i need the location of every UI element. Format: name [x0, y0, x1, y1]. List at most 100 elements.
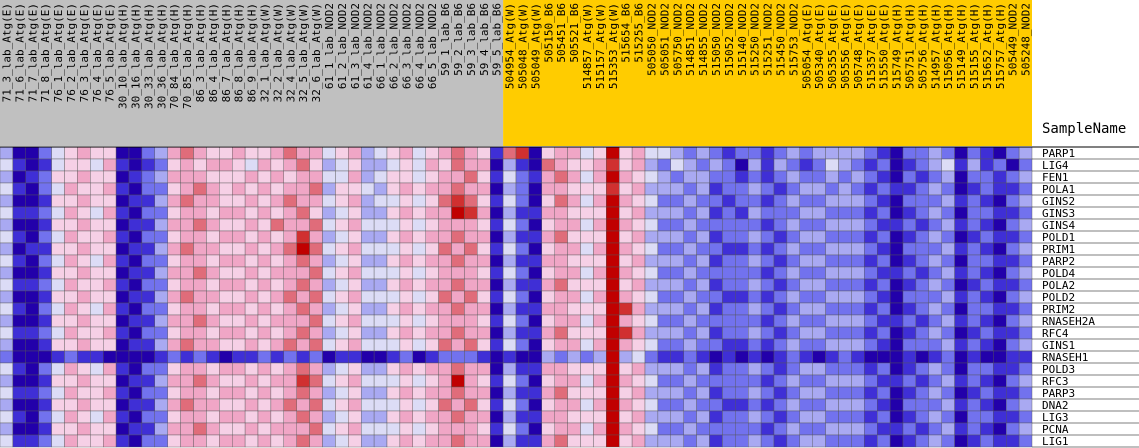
- heatmap-cell: [464, 194, 478, 208]
- heatmap-cell: [451, 230, 465, 244]
- heatmap-cell: [219, 410, 233, 424]
- heatmap-cell: [0, 326, 14, 340]
- heatmap-cell: [773, 362, 788, 376]
- heatmap-cell: [335, 338, 349, 352]
- heatmap-cell: [967, 422, 981, 436]
- heatmap-cell: [128, 314, 143, 328]
- heatmap-cell: [180, 206, 194, 220]
- column-label: 505150_B6: [542, 3, 555, 63]
- heatmap-cell: [915, 326, 930, 340]
- heatmap-cell: [25, 254, 39, 268]
- heatmap-cell: [464, 290, 478, 304]
- heatmap-cell: [580, 386, 594, 400]
- column-label: 514855_NOD2: [697, 3, 710, 76]
- heatmap-cell: [102, 350, 117, 364]
- heatmap-cell: [490, 398, 504, 412]
- heatmap-cell: [64, 278, 78, 292]
- heatmap-cell: [799, 278, 813, 292]
- heatmap-cell: [606, 158, 620, 172]
- heatmap-cell: [64, 158, 78, 172]
- heatmap-cell: [696, 182, 710, 196]
- heatmap-cell: [231, 158, 246, 172]
- heatmap-cell: [657, 182, 672, 196]
- heatmap-cell: [451, 314, 465, 328]
- heatmap-cell: [606, 278, 620, 292]
- heatmap-cell: [141, 158, 155, 172]
- heatmap-cell: [709, 170, 723, 184]
- column-label: 32_1_lab_Atg(W): [258, 3, 271, 102]
- heatmap-cell: [580, 170, 594, 184]
- heatmap-cell: [283, 242, 297, 256]
- heatmap-cell: [631, 182, 646, 196]
- heatmap-cell: [90, 206, 104, 220]
- heatmap-cell: [980, 158, 994, 172]
- heatmap-cell: [1006, 302, 1020, 316]
- heatmap-cell: [722, 410, 736, 424]
- heatmap-cell: [515, 434, 530, 448]
- heatmap-cell: [206, 386, 220, 400]
- heatmap-cell: [219, 278, 233, 292]
- heatmap-cell: [25, 278, 39, 292]
- heatmap-cell: [322, 230, 336, 244]
- heatmap-cell: [735, 410, 749, 424]
- column-label: 515753_NOD2: [787, 3, 800, 76]
- heatmap-cell: [528, 194, 543, 208]
- heatmap-cell: [490, 266, 504, 280]
- heatmap-cell: [593, 242, 607, 256]
- heatmap-cell: [206, 362, 220, 376]
- heatmap-cell: [193, 422, 207, 436]
- heatmap-cell: [283, 302, 297, 316]
- heatmap-cell: [141, 302, 155, 316]
- heatmap-cell: [206, 350, 220, 364]
- heatmap-cell: [335, 206, 349, 220]
- heatmap-cell: [696, 350, 710, 364]
- heatmap-cell: [399, 302, 413, 316]
- heatmap-cell: [528, 386, 543, 400]
- heatmap-cell: [980, 314, 994, 328]
- heatmap-cell: [0, 230, 14, 244]
- heatmap-cell: [864, 422, 878, 436]
- column-label: 515255_B6: [633, 3, 646, 63]
- column-label: 59_3_lab_B6: [465, 3, 478, 76]
- heatmap-cell: [954, 290, 968, 304]
- heatmap-cell: [851, 242, 865, 256]
- heatmap-cell: [644, 326, 659, 340]
- heatmap-cell: [580, 266, 594, 280]
- heatmap-cell: [993, 194, 1007, 208]
- column-label: 515654_B6: [620, 3, 633, 63]
- heatmap-cell: [735, 194, 749, 208]
- heatmap-cell: [193, 146, 207, 160]
- heatmap-cell: [309, 434, 323, 448]
- heatmap-cell: [167, 206, 181, 220]
- heatmap-cell: [902, 374, 917, 388]
- heatmap-cell: [12, 218, 26, 232]
- heatmap-cell: [786, 422, 801, 436]
- heatmap-cell: [219, 338, 233, 352]
- heatmap-cell: [206, 206, 220, 220]
- heatmap-cell: [244, 398, 259, 412]
- heatmap-cell: [502, 398, 517, 412]
- heatmap-cell: [438, 170, 452, 184]
- heatmap-cell: [722, 362, 736, 376]
- heatmap-cell: [606, 314, 620, 328]
- heatmap-cell: [799, 170, 813, 184]
- heatmap-cell: [941, 434, 955, 448]
- heatmap-cell: [322, 338, 336, 352]
- row-labels: PARP1LIG4FEN1POLA1GINS2GINS3GINS4POLD1PR…: [0, 146, 1139, 448]
- heatmap-cell: [567, 278, 581, 292]
- heatmap-cell: [696, 158, 710, 172]
- heatmap-cell: [838, 194, 852, 208]
- heatmap-cell: [490, 326, 504, 340]
- heatmap-cell: [502, 410, 517, 424]
- heatmap-cell: [283, 410, 297, 424]
- column-label: 505340_Atg(E): [813, 3, 826, 89]
- heatmap-cell: [619, 242, 633, 256]
- heatmap-cell: [115, 278, 130, 292]
- row-label: POLA1: [1042, 183, 1075, 196]
- heatmap-cell: [838, 350, 852, 364]
- heatmap-cell: [657, 422, 672, 436]
- heatmap-cell: [386, 314, 401, 328]
- heatmap-cell: [670, 398, 684, 412]
- heatmap-cell: [760, 398, 775, 412]
- heatmap-cell: [967, 302, 981, 316]
